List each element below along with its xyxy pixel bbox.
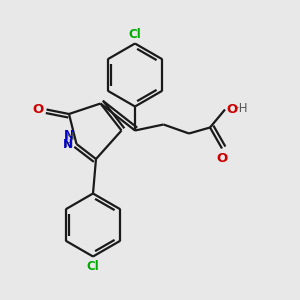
Text: O: O (216, 152, 228, 165)
Text: Cl: Cl (87, 260, 99, 272)
Text: O: O (33, 103, 44, 116)
Text: H: H (59, 132, 74, 142)
Text: N: N (63, 137, 73, 151)
Text: N: N (64, 129, 74, 142)
Text: H: H (64, 139, 73, 149)
Text: ·H: ·H (236, 102, 248, 115)
Text: Cl: Cl (129, 28, 141, 41)
Text: O: O (226, 103, 238, 116)
